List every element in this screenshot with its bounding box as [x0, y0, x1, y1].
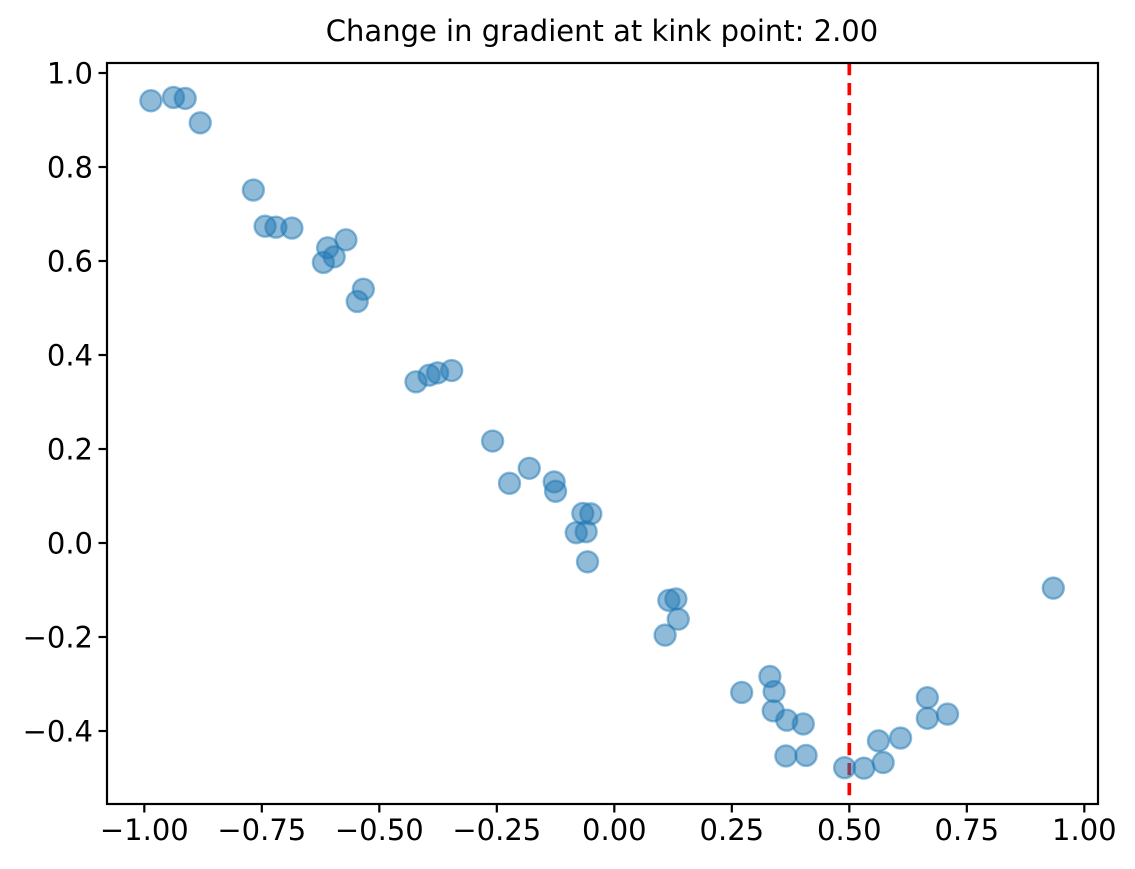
scatter-point [497, 471, 522, 496]
scatter-point [832, 755, 857, 780]
scatter-point [666, 607, 690, 631]
y-tick-label: −0.2 [23, 621, 93, 655]
y-tick-label: 0.4 [47, 339, 93, 373]
x-tick-label: −0.25 [452, 813, 541, 847]
scatter-point [575, 550, 600, 574]
axes-frame [105, 61, 1100, 806]
scatter-point [574, 520, 598, 544]
scatter-point [439, 358, 464, 383]
x-tick-label: −1.00 [100, 813, 189, 847]
x-tick-label: 1.00 [1052, 813, 1117, 847]
scatter-point [543, 479, 568, 504]
scatter-point [794, 743, 818, 768]
scatter-point [866, 729, 891, 753]
scatter-point [729, 680, 754, 705]
y-tick-label: 0.0 [47, 527, 93, 561]
x-tick-label: 0.50 [817, 813, 882, 847]
scatter-point [791, 712, 815, 736]
scatter-point [915, 706, 940, 731]
axis-ticks-layer: −1.00 −0.75 −0.50 −0.25 0.00 0.25 0.50 0.75 1.00… [23, 57, 1117, 847]
y-tick-label: 1.0 [47, 57, 93, 91]
scatter-point [241, 178, 266, 202]
y-tick-label: −0.4 [23, 715, 93, 749]
scatter-point [188, 111, 212, 135]
scatter-point [517, 456, 541, 480]
scatter-point [334, 228, 358, 252]
scatter-point [1041, 576, 1066, 600]
y-tick-label: 0.2 [47, 433, 93, 467]
x-tick-label: 0.00 [582, 813, 647, 847]
scatter-point [888, 726, 913, 750]
scatter-point [871, 750, 895, 775]
scatter-point [915, 685, 940, 710]
scatter-point [345, 289, 369, 314]
chart-title: Change in gradient at kink point: 2.00 [326, 14, 878, 48]
scatter-points-layer [139, 85, 1066, 780]
scatter-point [173, 86, 197, 111]
x-tick-label: 0.25 [700, 813, 765, 847]
x-tick-label: −0.50 [335, 813, 424, 847]
x-tick-label: 0.75 [935, 813, 1000, 847]
scatter-point [852, 756, 876, 780]
scatter-point [762, 679, 786, 704]
scatter-point [774, 744, 798, 768]
scatter-point [653, 623, 677, 647]
scatter-point [664, 587, 688, 611]
scatter-point [139, 89, 163, 113]
scatter-point [935, 702, 960, 726]
scatter-point [322, 245, 346, 269]
y-tick-label: 0.8 [47, 151, 93, 185]
y-tick-label: 0.6 [47, 245, 93, 279]
scatter-point [280, 216, 304, 240]
scatter-point [480, 429, 505, 453]
x-tick-label: −0.75 [217, 813, 306, 847]
